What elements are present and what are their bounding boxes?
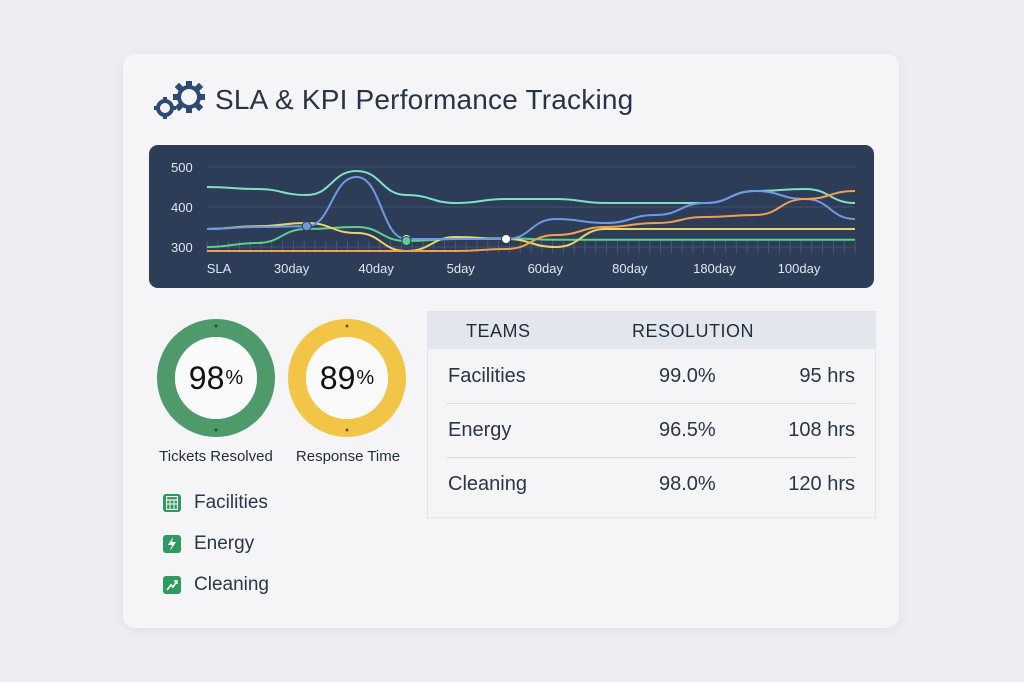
line-chart-svg: 500 400 300 SLA 30day 40day 5day 60day 80day 180d… xyxy=(171,160,856,276)
hours-cell: 120 hrs xyxy=(788,473,855,495)
gauge-unit: % xyxy=(356,366,375,389)
x-tick-label: 30day xyxy=(274,261,310,276)
team-legend: Facilities Energy Cleaning xyxy=(163,492,269,615)
page-title: SLA & KPI Performance Tracking xyxy=(215,84,634,115)
gauge-value: 98% xyxy=(156,318,276,438)
gauge-number: 98 xyxy=(188,359,225,396)
legend-label: Facilities xyxy=(194,492,268,513)
legend-label: Cleaning xyxy=(194,574,269,595)
x-tick-label: 40day xyxy=(358,261,394,276)
header-resolution[interactable]: RESOLUTION xyxy=(632,321,755,341)
gauge-ring xyxy=(288,319,406,437)
row-divider xyxy=(446,457,855,458)
series-line-green xyxy=(206,225,855,248)
table-row[interactable]: Cleaning 98.0% 120 hrs xyxy=(428,458,875,512)
table-header: TEAMS RESOLUTION xyxy=(428,312,875,349)
team-cell: Cleaning xyxy=(448,473,527,495)
y-tick-label: 500 xyxy=(171,160,193,175)
trend-icon xyxy=(163,576,181,594)
team-cell: Energy xyxy=(448,419,512,441)
team-cell: Facilities xyxy=(448,365,526,387)
legend-item-cleaning[interactable]: Cleaning xyxy=(163,574,269,596)
x-tick-label: SLA xyxy=(207,261,232,276)
header-teams[interactable]: TEAMS xyxy=(466,321,531,341)
gauge-unit: % xyxy=(225,366,244,389)
data-point-marker xyxy=(501,234,512,244)
row-divider xyxy=(446,403,855,404)
data-point-marker xyxy=(301,221,312,232)
gauge-ring xyxy=(157,319,275,437)
response-time-gauge: 89% xyxy=(287,318,407,438)
gears-icon xyxy=(154,81,205,119)
series-line-orange xyxy=(207,190,856,252)
header: SLA & KPI Performance Tracking xyxy=(151,80,633,120)
series-line-blue xyxy=(206,175,856,240)
hours-cell: 95 hrs xyxy=(799,365,855,387)
tickets-resolved-gauge: 98% xyxy=(156,318,276,438)
table-row[interactable]: Energy 96.5% 108 hrs xyxy=(428,404,875,458)
series-line-teal xyxy=(206,169,856,205)
response-time-label: Response Time xyxy=(295,448,401,465)
grid-icon xyxy=(163,494,181,512)
dashboard-card: SLA & KPI Performance Tracking 500 400 300… xyxy=(123,54,899,628)
resolution-table: TEAMS RESOLUTION Facilities 99.0% 95 hrs… xyxy=(427,311,876,518)
resolution-cell: 96.5% xyxy=(659,419,716,441)
tickets-resolved-label: Tickets Resolved xyxy=(159,448,273,465)
x-tick-label: 5day xyxy=(447,261,476,276)
legend-item-facilities[interactable]: Facilities xyxy=(163,492,269,514)
legend-item-energy[interactable]: Energy xyxy=(163,533,269,555)
resolution-cell: 99.0% xyxy=(659,365,716,387)
y-tick-label: 300 xyxy=(171,240,193,255)
table-row[interactable]: Facilities 99.0% 95 hrs xyxy=(428,350,875,404)
gauge-value: 89% xyxy=(287,318,407,438)
hours-cell: 108 hrs xyxy=(788,419,855,441)
x-tick-label: 60day xyxy=(528,261,564,276)
gauge-number: 89 xyxy=(319,359,356,396)
x-tick-label: 100day xyxy=(778,261,821,276)
resolution-cell: 98.0% xyxy=(659,473,716,495)
legend-label: Energy xyxy=(194,533,255,554)
x-tick-label: 180day xyxy=(693,261,736,276)
y-tick-label: 400 xyxy=(171,200,193,215)
lightning-icon xyxy=(163,535,181,553)
data-point-marker xyxy=(401,236,412,246)
x-tick-label: 80day xyxy=(612,261,648,276)
line-chart: 500 400 300 SLA 30day 40day 5day 60day 80day 180d… xyxy=(149,145,874,288)
